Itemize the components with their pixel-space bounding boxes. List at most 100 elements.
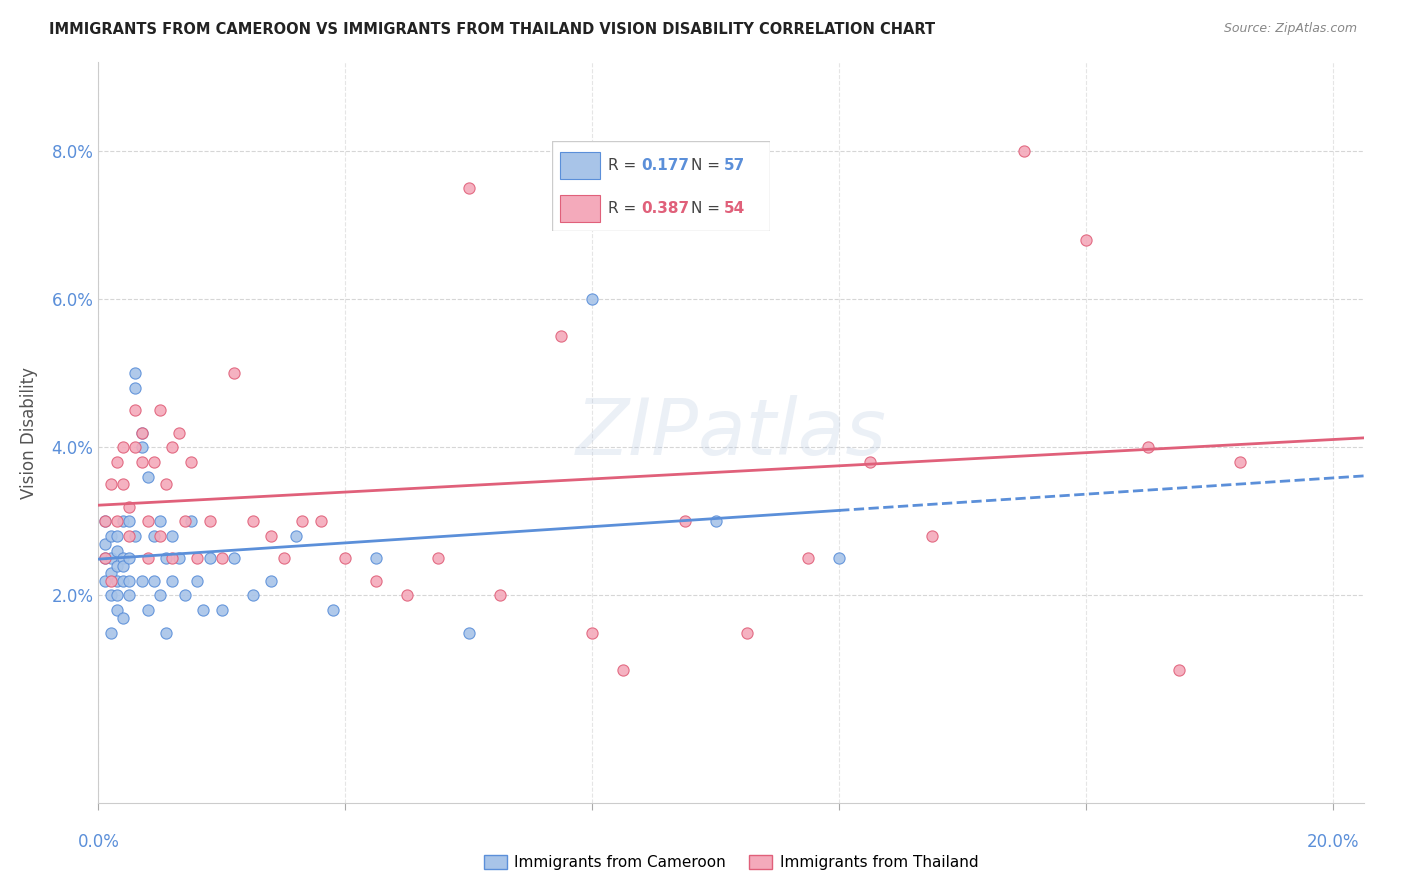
Point	[100, 566, 122, 581]
Point	[224, 367, 246, 381]
Point	[118, 589, 141, 603]
Point	[211, 551, 233, 566]
Point	[112, 551, 135, 566]
Point	[100, 529, 122, 543]
Point	[335, 551, 357, 566]
Point	[124, 529, 146, 543]
Point	[124, 403, 146, 417]
FancyBboxPatch shape	[551, 142, 769, 231]
Point	[797, 551, 820, 566]
Text: R =: R =	[609, 158, 641, 173]
Point	[673, 515, 696, 529]
Text: IMMIGRANTS FROM CAMEROON VS IMMIGRANTS FROM THAILAND VISION DISABILITY CORRELATI: IMMIGRANTS FROM CAMEROON VS IMMIGRANTS F…	[49, 22, 935, 37]
Point	[112, 515, 135, 529]
Point	[162, 441, 184, 455]
Point	[149, 589, 172, 603]
Point	[149, 403, 172, 417]
Point	[550, 329, 572, 343]
Point	[155, 477, 177, 491]
Point	[93, 536, 115, 550]
Point	[105, 603, 128, 617]
Text: 0.387: 0.387	[641, 201, 689, 216]
Point	[131, 455, 153, 469]
Text: N =: N =	[692, 158, 725, 173]
Point	[136, 515, 159, 529]
Point	[366, 551, 388, 566]
Point	[1074, 233, 1097, 247]
Text: N =: N =	[692, 201, 725, 216]
Point	[155, 625, 177, 640]
Text: 20.0%: 20.0%	[1306, 833, 1360, 851]
Point	[396, 589, 419, 603]
Point	[260, 574, 283, 588]
Text: 54: 54	[724, 201, 745, 216]
Text: 0.177: 0.177	[641, 158, 689, 173]
Point	[211, 603, 233, 617]
Point	[131, 425, 153, 440]
Point	[112, 558, 135, 573]
Point	[643, 145, 665, 159]
Point	[131, 441, 153, 455]
Point	[143, 455, 166, 469]
Point	[186, 574, 208, 588]
Point	[118, 529, 141, 543]
Point	[118, 574, 141, 588]
Point	[124, 441, 146, 455]
Point	[143, 574, 166, 588]
Point	[105, 574, 128, 588]
Point	[173, 589, 195, 603]
Point	[100, 551, 122, 566]
Point	[124, 381, 146, 395]
Point	[149, 515, 172, 529]
Point	[118, 515, 141, 529]
Point	[105, 455, 128, 469]
Point	[105, 558, 128, 573]
Point	[1136, 441, 1159, 455]
Point	[100, 477, 122, 491]
Point	[612, 663, 634, 677]
Text: 0.0%: 0.0%	[77, 833, 120, 851]
Point	[136, 603, 159, 617]
Point	[162, 551, 184, 566]
Point	[457, 625, 479, 640]
Point	[167, 425, 190, 440]
Point	[224, 551, 246, 566]
Y-axis label: Vision Disability: Vision Disability	[20, 367, 38, 499]
Point	[309, 515, 332, 529]
Point	[124, 367, 146, 381]
Point	[105, 515, 128, 529]
Point	[93, 551, 115, 566]
Point	[149, 529, 172, 543]
Text: Source: ZipAtlas.com: Source: ZipAtlas.com	[1223, 22, 1357, 36]
Point	[260, 529, 283, 543]
Point	[112, 610, 135, 624]
Point	[180, 515, 202, 529]
Point	[112, 441, 135, 455]
Point	[100, 625, 122, 640]
Point	[100, 574, 122, 588]
Point	[242, 515, 264, 529]
Point	[735, 625, 758, 640]
Point	[131, 425, 153, 440]
Point	[581, 625, 603, 640]
Point	[488, 589, 510, 603]
Point	[143, 529, 166, 543]
Point	[828, 551, 851, 566]
Point	[118, 500, 141, 514]
Point	[136, 551, 159, 566]
Point	[921, 529, 943, 543]
Point	[112, 574, 135, 588]
Point	[198, 515, 221, 529]
Point	[186, 551, 208, 566]
Point	[112, 477, 135, 491]
Text: ZIPatlas: ZIPatlas	[575, 394, 887, 471]
Point	[162, 529, 184, 543]
Point	[291, 515, 314, 529]
Point	[457, 181, 479, 195]
Point	[180, 455, 202, 469]
Point	[93, 515, 115, 529]
Point	[100, 589, 122, 603]
Point	[173, 515, 195, 529]
Point	[322, 603, 344, 617]
Text: R =: R =	[609, 201, 641, 216]
